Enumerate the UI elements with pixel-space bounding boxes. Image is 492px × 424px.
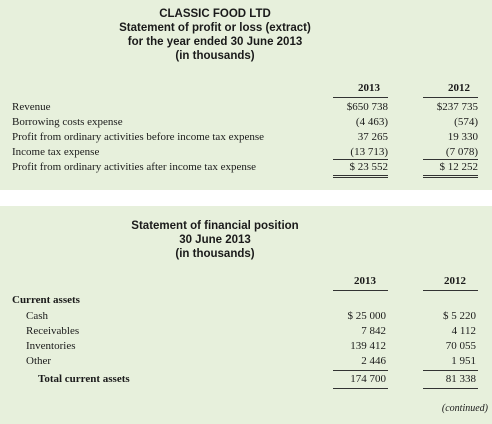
row-value: 139 412 (350, 340, 386, 352)
row-value: (4 463) (355, 116, 388, 128)
income-panel (0, 0, 492, 190)
rule (333, 177, 388, 178)
total-label: Total current assets (38, 373, 130, 385)
title-line: Statement of financial position (131, 220, 299, 232)
rule (333, 388, 388, 389)
row-label: Cash (26, 310, 48, 322)
rule (423, 388, 478, 389)
row-value: 1 951 (451, 355, 476, 367)
column-header: 2012 (448, 82, 470, 94)
row-value: (7 078) (445, 146, 478, 158)
rule (423, 370, 478, 371)
row-value: $ 12 252 (439, 161, 479, 173)
row-label: Profit from ordinary activities before i… (12, 131, 264, 143)
row-value: 37 265 (357, 131, 388, 143)
row-label: Profit from ordinary activities after in… (12, 161, 257, 173)
row-value: $ 5 220 (443, 310, 476, 322)
footer: (continued) (441, 403, 488, 414)
column-header: 2012 (444, 275, 466, 287)
rule (423, 175, 478, 176)
row-label: Other (26, 355, 52, 367)
row-value: $650 738 (346, 101, 388, 113)
rule (333, 159, 388, 160)
row-value: 19 330 (447, 131, 478, 143)
row-label: Inventories (26, 340, 76, 352)
row-value: $ 23 552 (349, 161, 389, 173)
rule (423, 177, 478, 178)
title-line: CLASSIC FOOD LTD (159, 8, 271, 20)
column-header: 2013 (358, 82, 380, 94)
row-value: $ 25 000 (347, 310, 387, 322)
row-label: Income tax expense (12, 146, 100, 158)
title-line: Statement of profit or loss (extract) (119, 22, 311, 34)
row-value: (13 713) (350, 146, 388, 158)
row-value: (574) (454, 116, 478, 128)
row-label: Revenue (12, 101, 51, 113)
row-value: 4 112 (451, 325, 476, 337)
row-value: 70 055 (445, 340, 476, 352)
total-value: 174 700 (350, 373, 386, 385)
total-value: 81 338 (445, 373, 476, 385)
row-label: Receivables (26, 325, 80, 337)
title-line: (in thousands) (175, 248, 255, 260)
row-value: 2 446 (361, 355, 386, 367)
row-value: $237 735 (436, 101, 478, 113)
row-value: 7 842 (361, 325, 386, 337)
rule (423, 97, 478, 98)
rule (333, 175, 388, 176)
column-header: 2013 (354, 275, 376, 287)
row-label: Borrowing costs expense (12, 116, 123, 128)
rule (333, 370, 388, 371)
title-line: 30 June 2013 (179, 234, 251, 246)
rule (333, 97, 388, 98)
section-label: Current assets (12, 294, 80, 306)
position-panel (0, 206, 492, 424)
rule (423, 159, 478, 160)
title-line: for the year ended 30 June 2013 (127, 36, 303, 48)
rule (333, 290, 388, 291)
title-line: (in thousands) (175, 50, 255, 62)
rule (423, 290, 478, 291)
